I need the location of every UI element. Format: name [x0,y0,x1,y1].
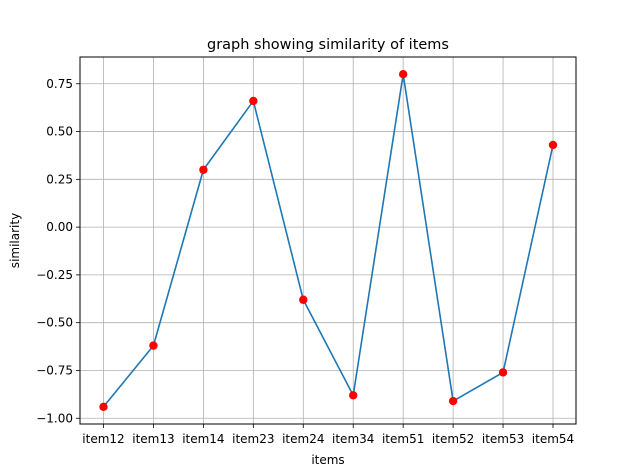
data-point [349,391,358,400]
y-tick-label: −0.75 [36,363,73,377]
data-point [249,96,258,106]
x-axis-ticks: item12 item13 item14 item23 item24 item34 item… [82,424,574,446]
x-tick-label: item12 [82,432,124,446]
x-tick-label: item52 [432,432,474,446]
y-tick-label: 0.25 [46,172,73,186]
x-tick-label: item24 [282,432,324,446]
x-tick-label: item34 [332,432,374,446]
y-axis-ticks: −1.00 −0.75 −0.50 −0.25 0.00 0.25 0.50 0.75 [36,77,80,425]
data-point [149,341,158,350]
y-tick-label: 0.00 [46,220,73,234]
x-axis-label: items [311,453,344,467]
data-point [448,396,458,406]
x-tick-label: item13 [132,432,174,446]
y-tick-label: −0.50 [36,316,73,330]
y-tick-label: −1.00 [36,411,73,425]
plot-frame [79,56,577,425]
x-tick-label: item23 [232,432,274,446]
y-tick-label: 0.75 [46,77,73,91]
series-layer [99,70,558,411]
x-tick-label: item14 [182,432,224,446]
data-point [398,70,408,79]
data-point [99,402,108,411]
x-tick-label: item54 [532,432,574,446]
data-point [548,140,558,150]
grid [80,57,576,424]
series-line [102,73,554,408]
y-axis-label: similarity [8,213,22,268]
data-point [299,295,308,304]
x-tick-label: item51 [382,432,424,446]
y-tick-label: 0.50 [46,125,73,139]
data-point [498,368,508,377]
data-point [199,165,208,174]
y-tick-label: −0.25 [36,268,73,282]
x-tick-label: item53 [482,432,524,446]
chart-title: graph showing similarity of items [207,37,449,53]
